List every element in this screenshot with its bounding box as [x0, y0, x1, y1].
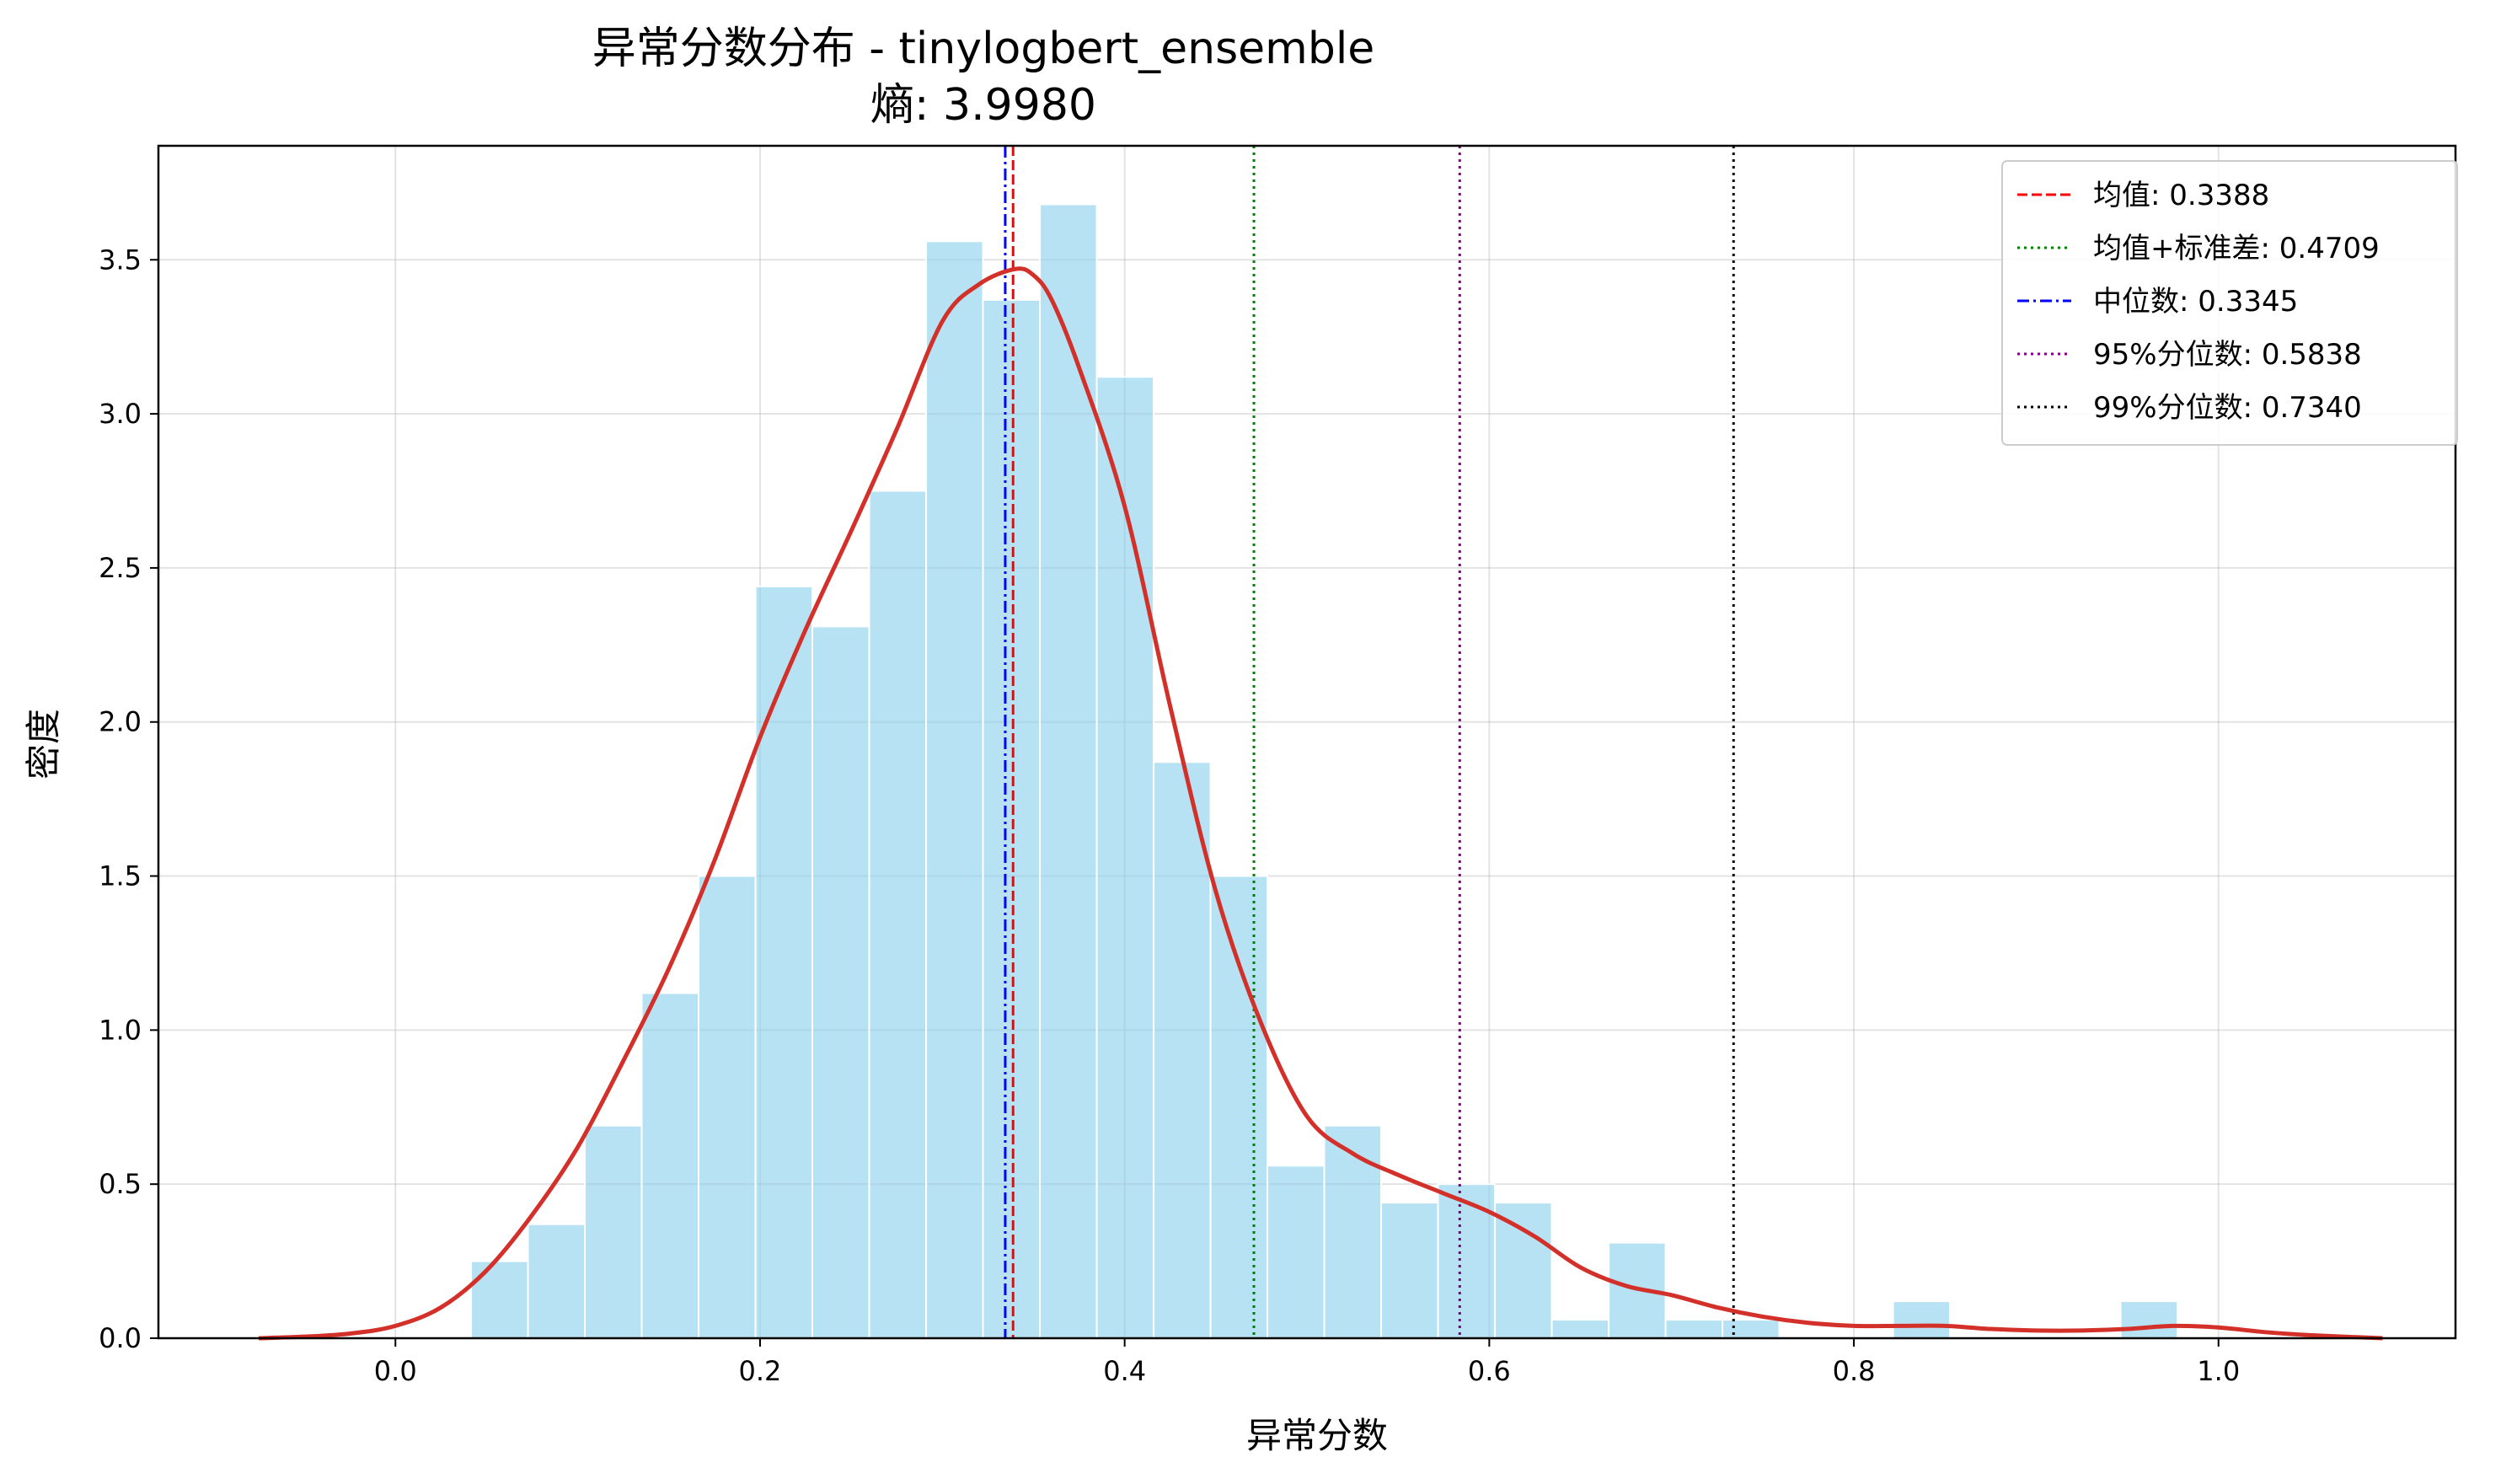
legend-label: 中位数: 0.3345 [2093, 285, 2298, 319]
x-tick-label: 0.2 [739, 1355, 782, 1387]
histogram-bar [470, 1260, 529, 1339]
histogram-bar [1494, 1202, 1553, 1340]
histogram-bar [2119, 1300, 2179, 1339]
y-tick-label: 1.0 [99, 1014, 142, 1046]
histogram-bar [754, 585, 814, 1339]
histogram-bar [1153, 761, 1212, 1339]
x-axis-label: 异常分数 [1246, 1415, 1388, 1456]
kde-curve [258, 266, 2383, 1341]
histogram-bar [1323, 1124, 1383, 1339]
histogram-bar [982, 298, 1042, 1339]
y-axis-ticks: 0.0 0.5 1.0 1.5 2.0 2.5 3.0 3.5 [99, 244, 158, 1354]
x-tick-label: 0.4 [1103, 1355, 1146, 1387]
legend-box [2001, 160, 2458, 446]
histogram-bar [1892, 1300, 1952, 1339]
reference-lines [1004, 146, 1735, 1338]
histogram-bars [470, 203, 2179, 1340]
histogram-bar [640, 992, 700, 1339]
histogram-bar [1437, 1183, 1497, 1340]
histogram-bar [527, 1223, 586, 1340]
kde-line [258, 266, 2383, 1341]
x-tick-label: 1.0 [2197, 1355, 2240, 1387]
histogram-bar [1664, 1319, 1724, 1339]
legend-label: 均值: 0.3388 [2093, 179, 2269, 212]
y-tick-label: 0.5 [99, 1168, 142, 1200]
x-axis-ticks: 0.0 0.2 0.4 0.6 0.8 1.0 [374, 1338, 2240, 1387]
chart-subtitle: 熵: 3.9980 [870, 80, 1096, 131]
histogram-bar [1095, 376, 1155, 1339]
y-tick-label: 0.0 [99, 1322, 142, 1354]
histogram-bar [584, 1124, 643, 1339]
y-tick-label: 2.0 [99, 706, 142, 738]
plot-frame [157, 144, 2457, 1340]
x-tick-label: 0.0 [374, 1355, 417, 1387]
histogram-bar [925, 240, 984, 1339]
y-tick-label: 2.5 [99, 552, 142, 584]
y-axis-label: 密度 [23, 709, 64, 780]
legend: 均值: 0.3388 均值+标准差: 0.4709 中位数: 0.3345 95%分位… [2001, 160, 2458, 446]
y-tick-label: 3.5 [99, 244, 142, 276]
histogram-bar [811, 625, 870, 1339]
histogram-bar [698, 875, 757, 1339]
legend-label: 99%分位数: 0.7340 [2093, 391, 2362, 425]
x-tick-label: 0.8 [1833, 1355, 1876, 1387]
x-tick-label: 0.6 [1468, 1355, 1511, 1387]
y-tick-label: 3.0 [99, 398, 142, 430]
chart-title: 异常分数分布 - tinylogbert_ensemble [592, 24, 1375, 74]
legend-label: 95%分位数: 0.5838 [2093, 338, 2362, 372]
histogram-bar [1267, 1165, 1325, 1339]
histogram-bar [1722, 1319, 1781, 1339]
histogram-bar [1380, 1202, 1439, 1340]
histogram-bar [1039, 203, 1098, 1339]
y-tick-label: 1.5 [99, 860, 142, 892]
histogram-bar [1550, 1319, 1610, 1339]
histogram-bar [1209, 875, 1269, 1339]
legend-label: 均值+标准差: 0.4709 [2093, 232, 2380, 265]
histogram-bar [868, 490, 928, 1339]
